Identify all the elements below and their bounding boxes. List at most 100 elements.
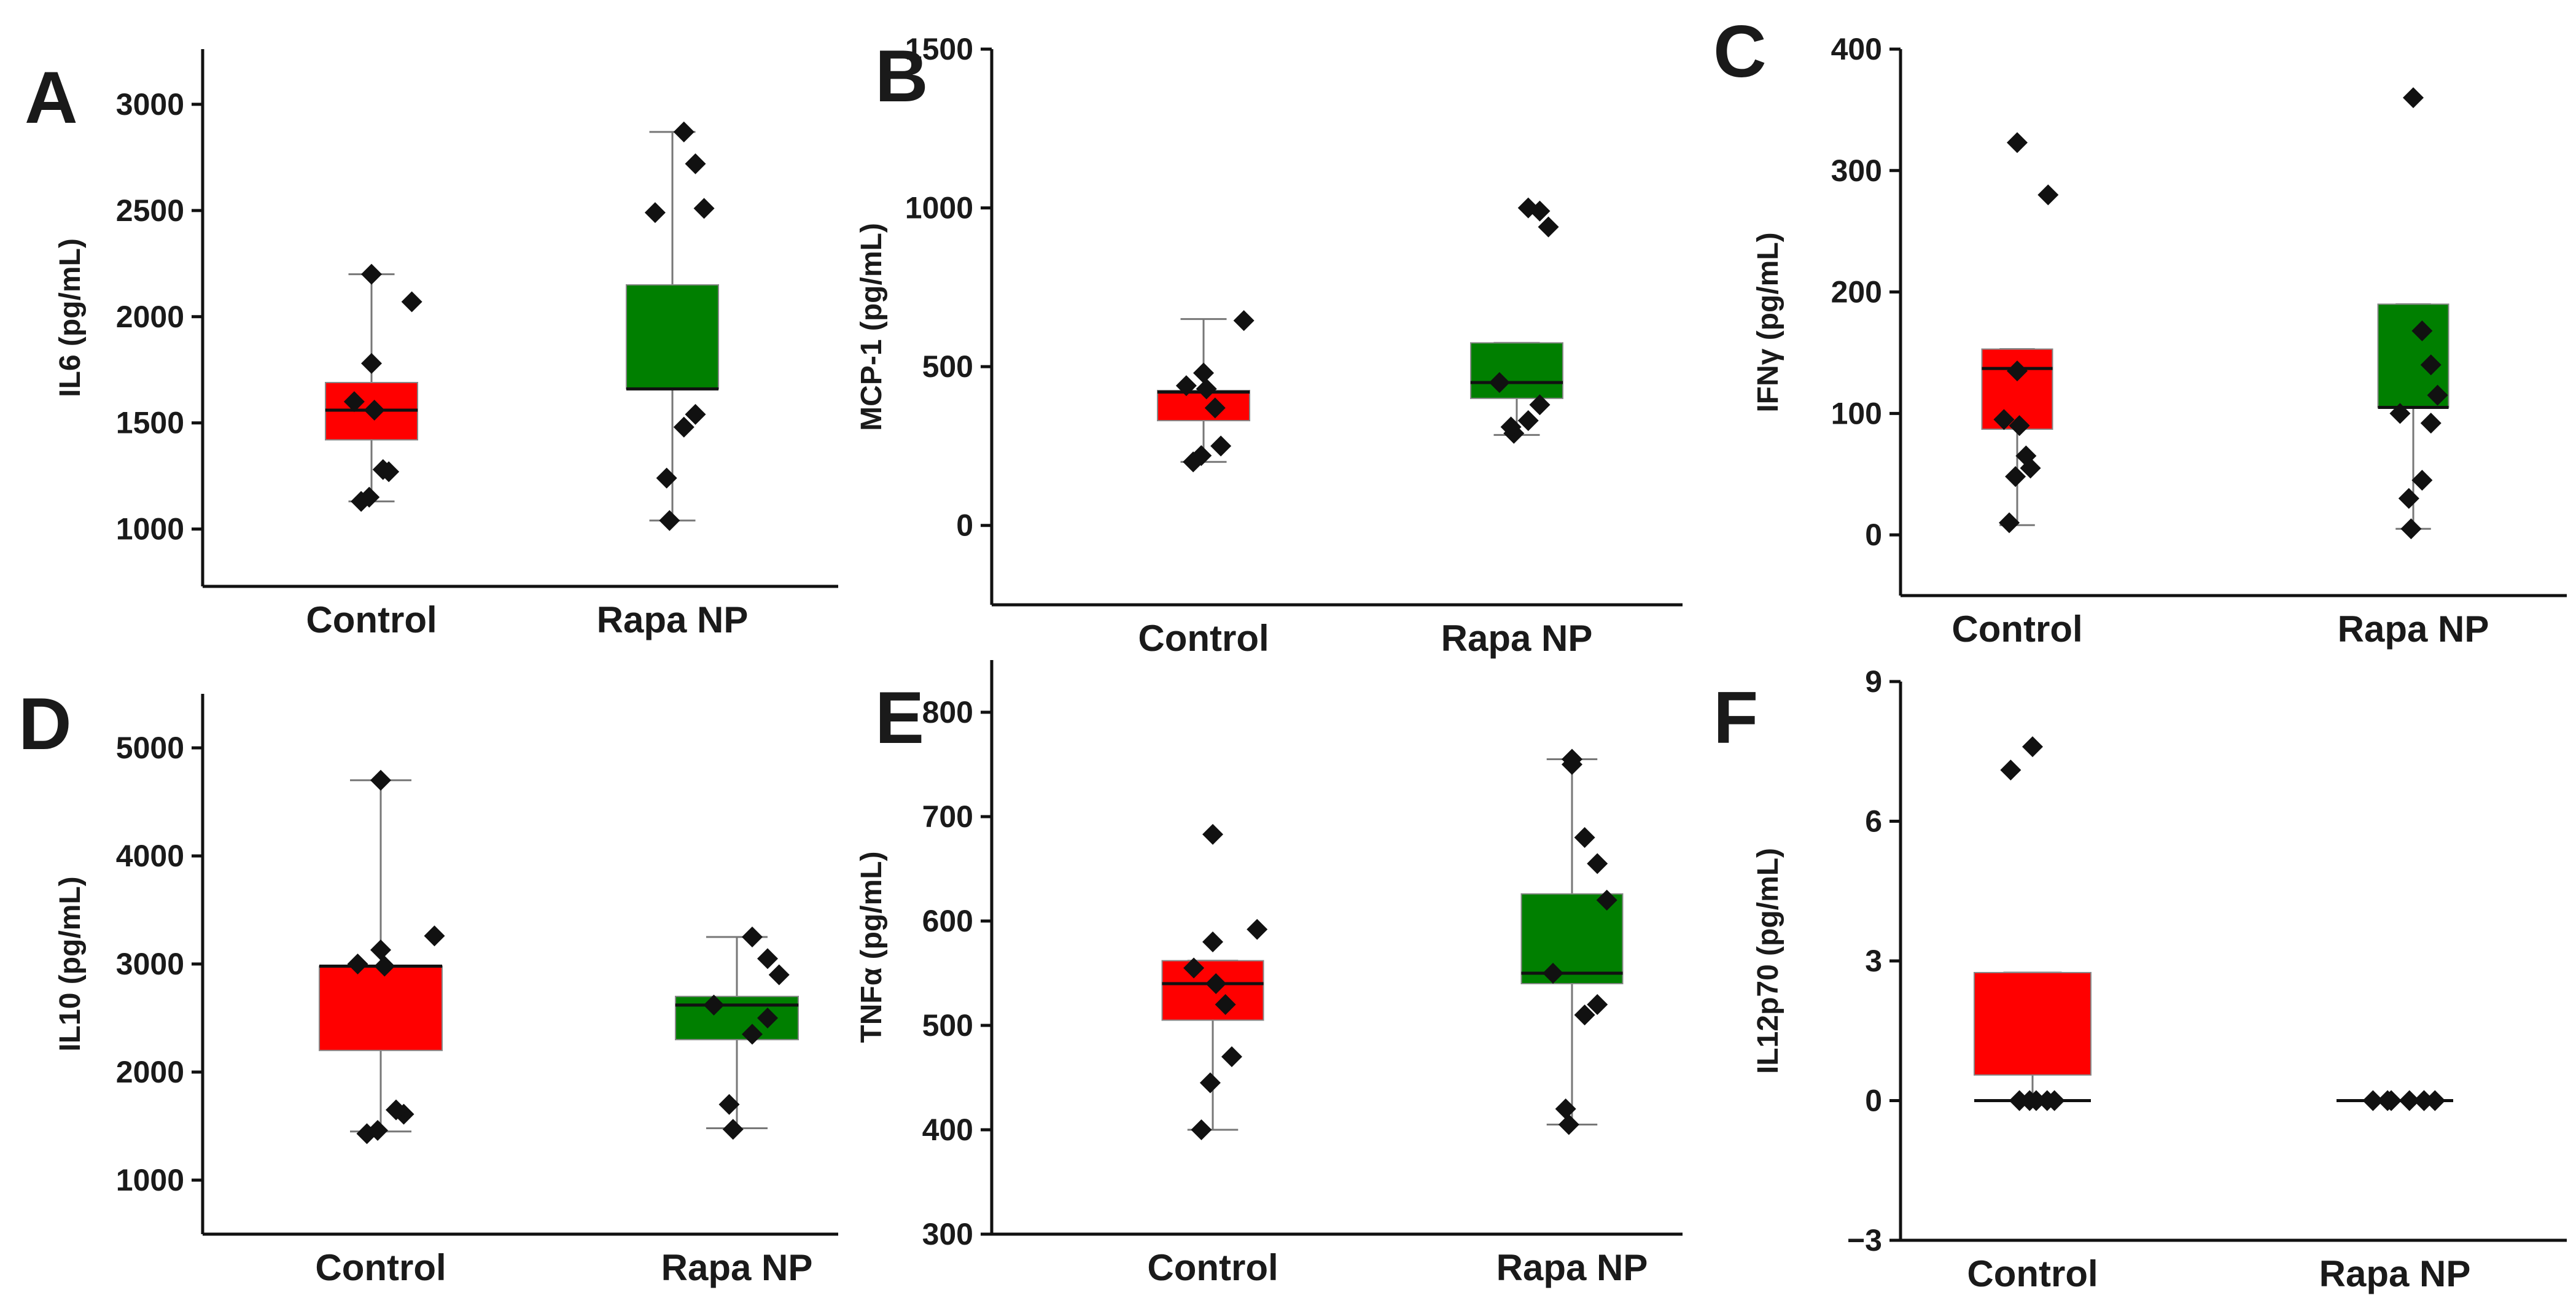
data-point (1543, 963, 1564, 984)
data-point (370, 939, 391, 961)
y-axis-title: MCP-1 (pg/mL) (855, 223, 888, 431)
y-axis-title: IFNγ (pg/mL) (1752, 232, 1784, 412)
data-point (1488, 372, 1510, 393)
y-tick-label: 400 (1831, 32, 1882, 66)
data-point (359, 486, 380, 508)
iqr-box (1470, 342, 1563, 399)
data-point (742, 1024, 763, 1045)
box-control (1974, 736, 2092, 1111)
y-tick-label: 2000 (116, 1055, 184, 1089)
x-category-label: Rapa NP (2338, 608, 2489, 650)
y-tick-label: 6 (1865, 804, 1882, 839)
data-point (367, 1120, 388, 1141)
y-tick-label: 1500 (905, 32, 973, 66)
data-point (1221, 1046, 1242, 1067)
data-point (372, 459, 394, 480)
data-point (659, 510, 680, 531)
data-point (424, 925, 445, 947)
iqr-box (626, 284, 719, 390)
data-point (1562, 748, 1582, 770)
y-tick-label: 1000 (116, 512, 184, 546)
data-point (2411, 320, 2433, 341)
data-point (386, 1099, 407, 1121)
data-point (1183, 957, 1205, 979)
data-point (2022, 736, 2043, 758)
x-category-label: Rapa NP (1496, 1247, 1648, 1288)
iqr-box (319, 965, 443, 1051)
data-point (2411, 470, 2433, 491)
y-tick-label: 400 (922, 1113, 973, 1147)
data-point (644, 202, 666, 223)
panel-letter: D (18, 683, 72, 765)
panel-d: D 1000 2000 3000 4000 5000 IL10 (pg/mL) Control… (18, 683, 838, 1288)
panel-letter: A (25, 56, 78, 139)
box-rapa-np (1520, 748, 1624, 1135)
y-tick-label: 5000 (116, 731, 184, 765)
y-tick-label: 1500 (116, 406, 184, 440)
panel-e: E 300 400 500 600 700 800 TNFα (pg/mL) Control Ra… (855, 660, 1683, 1288)
data-point (2007, 360, 2028, 382)
data-point (1517, 410, 1539, 432)
data-point (370, 769, 391, 791)
x-category-label: Rapa NP (1441, 618, 1593, 659)
data-point (343, 391, 365, 413)
data-point (1993, 409, 2015, 430)
y-tick-label: 4000 (116, 839, 184, 873)
y-tick-label: 200 (1831, 275, 1882, 309)
data-point (1210, 435, 1232, 457)
y-tick-label: 100 (1831, 396, 1882, 430)
box-control (319, 769, 445, 1145)
data-point (1233, 310, 1255, 332)
y-axis-title: TNFα (pg/mL) (855, 851, 888, 1043)
data-point (1587, 994, 1608, 1015)
data-point (673, 121, 695, 142)
y-tick-label: 300 (922, 1217, 973, 1251)
data-point (2009, 415, 2030, 437)
x-category-label: Control (1147, 1247, 1278, 1288)
y-tick-label: 2000 (116, 300, 184, 334)
y-axis-title: IL12p70 (pg/mL) (1752, 848, 1784, 1074)
data-point (1202, 931, 1223, 952)
data-point (1191, 445, 1212, 466)
data-point (1558, 1114, 1579, 1135)
box-control (1161, 823, 1268, 1140)
data-point (757, 948, 778, 970)
y-tick-label: 0 (956, 508, 973, 543)
data-point (685, 403, 706, 425)
x-category-label: Control (315, 1247, 446, 1288)
y-axis-title: IL6 (pg/mL) (54, 238, 87, 397)
data-point (1999, 512, 2020, 534)
data-point (1202, 823, 1223, 845)
data-point (2007, 132, 2028, 154)
data-point (656, 467, 677, 489)
data-point (2000, 760, 2021, 781)
data-point (2389, 403, 2411, 424)
box-control (1981, 132, 2059, 534)
data-point (1538, 216, 1559, 238)
data-point (1529, 394, 1551, 416)
box-rapa-np (1470, 197, 1563, 444)
data-point (2420, 413, 2442, 434)
data-point (1500, 416, 1522, 438)
data-point (1555, 1098, 1576, 1119)
data-point (2420, 354, 2442, 376)
y-tick-label: 600 (922, 904, 973, 938)
data-point (1247, 919, 1268, 940)
y-tick-label: 800 (922, 695, 973, 729)
data-point (722, 1119, 744, 1140)
data-point (1191, 1119, 1212, 1140)
data-point (1199, 1072, 1221, 1094)
data-point (2403, 87, 2424, 109)
x-category-label: Rapa NP (661, 1247, 813, 1288)
data-point (1193, 362, 1214, 384)
x-category-label: Control (1951, 608, 2082, 650)
y-tick-label: 500 (922, 1008, 973, 1043)
data-point (2413, 1090, 2435, 1111)
iqr-box (675, 995, 799, 1041)
data-point (2424, 1090, 2446, 1111)
data-point (347, 954, 368, 974)
data-point (703, 994, 725, 1016)
data-point (2400, 518, 2422, 540)
data-point (374, 955, 395, 977)
panel-b: B 0 500 1000 1500 MCP-1 (pg/mL) Control Rapa NP (855, 32, 1683, 659)
